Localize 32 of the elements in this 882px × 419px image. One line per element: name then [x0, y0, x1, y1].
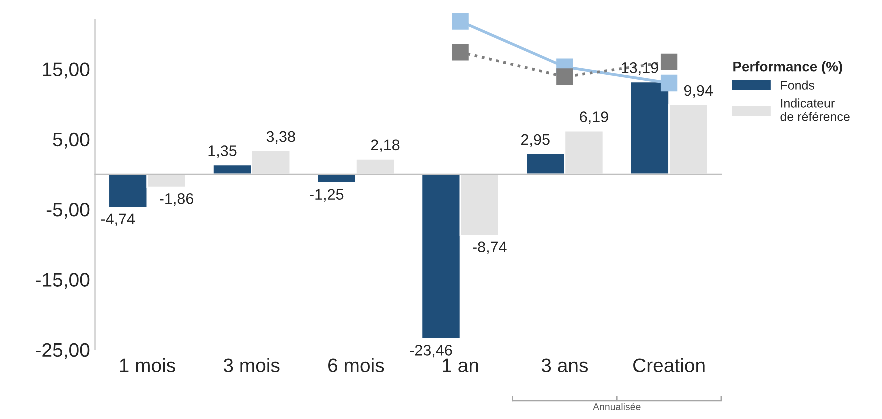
- point: [556, 68, 574, 86]
- data-label: 13,19: [622, 62, 658, 76]
- legend-label: Indicateur de référence: [780, 98, 850, 122]
- data-label: 3,38: [266, 131, 296, 144]
- legend-title: Performance (%): [734, 62, 842, 74]
- point: [452, 44, 469, 61]
- text: Annualisée: [593, 403, 641, 410]
- data-label: 6,19: [580, 112, 608, 124]
- data-label: -1,86: [160, 193, 194, 206]
- x-tick-label: 6 mois: [328, 358, 384, 372]
- x-tick-label: 1 an: [443, 358, 478, 372]
- y-tick-label: 5,00: [53, 132, 90, 149]
- data-label: -8,74: [473, 242, 507, 254]
- data-label: -23,46: [410, 345, 452, 358]
- point: [452, 13, 469, 30]
- x-tick-label: 3 ans: [542, 358, 588, 372]
- y-tick-label: -25,00: [36, 343, 90, 360]
- data-label: 2,18: [371, 140, 400, 152]
- legend-label: Fonds: [781, 80, 815, 90]
- data-label: 9,94: [684, 85, 714, 98]
- data-label: -4,74: [101, 214, 136, 226]
- point: [660, 54, 678, 71]
- x-tick-label: 1 mois: [120, 358, 176, 372]
- y-tick-label: -15,00: [36, 273, 90, 290]
- x-tick-label: Creation: [634, 358, 705, 372]
- y-tick-label: 15,00: [43, 62, 90, 79]
- point: [660, 74, 678, 92]
- data-label: 2,95: [522, 134, 550, 147]
- x-tick-label: 3 mois: [224, 358, 280, 372]
- data-label: 1,35: [208, 146, 237, 158]
- y-tick-label: -5,00: [46, 203, 90, 220]
- data-label: -1,25: [310, 189, 344, 202]
